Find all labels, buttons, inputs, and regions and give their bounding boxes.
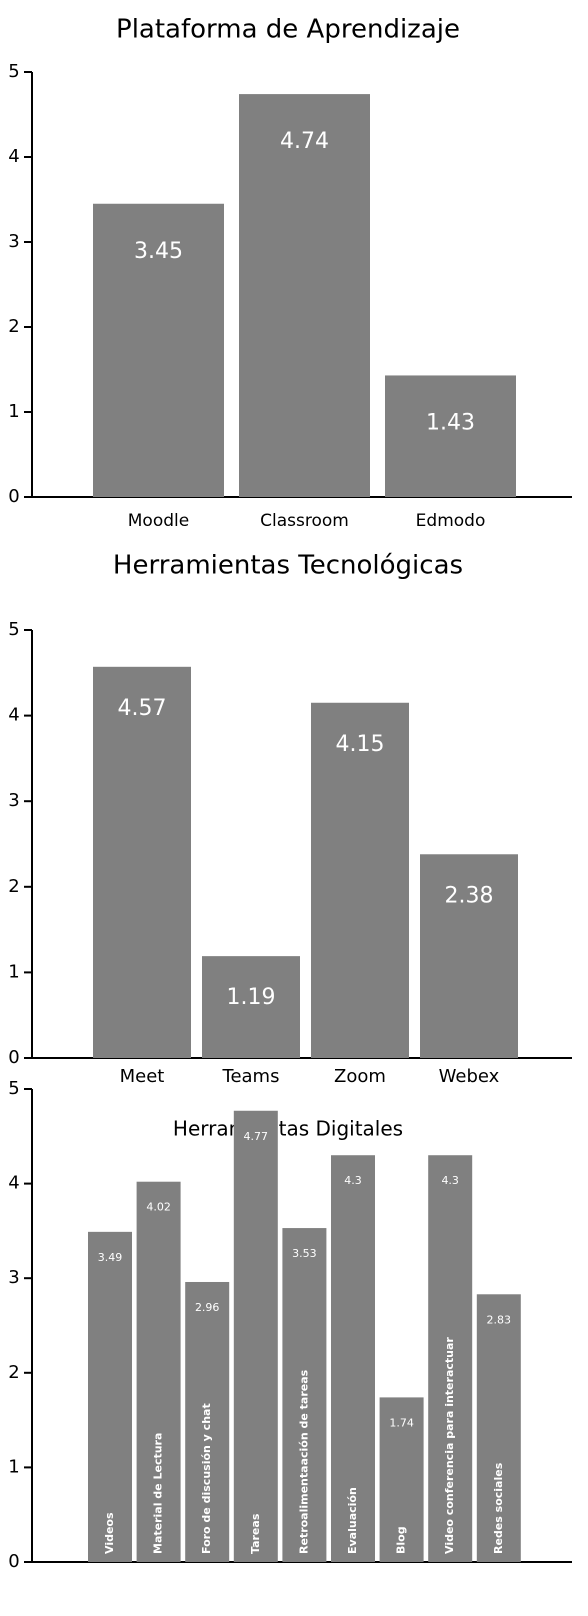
- value-label: 4.3: [441, 1174, 459, 1187]
- value-label: 4.77: [244, 1130, 269, 1143]
- x-tick-label: Zoom: [334, 1066, 386, 1087]
- bar: [476, 1294, 521, 1562]
- bar: [93, 666, 191, 1058]
- x-tick-label: Retroalimentaación de tareas: [297, 1369, 310, 1554]
- value-label: 3.49: [98, 1251, 123, 1264]
- value-label: 4.02: [146, 1201, 171, 1214]
- x-tick-label: Classroom: [260, 511, 349, 531]
- bar: [331, 1155, 375, 1562]
- bar: [202, 956, 300, 1058]
- value-label: 3.53: [292, 1247, 317, 1260]
- bar: [93, 203, 224, 497]
- y-tick-label: 2: [8, 316, 19, 337]
- y-tick-label: 1: [8, 401, 19, 422]
- x-tick-label: Tareas: [249, 1513, 262, 1554]
- x-tick-label: Moodle: [128, 511, 189, 531]
- value-label: 4.15: [336, 732, 385, 757]
- y-tick-label: 4: [8, 146, 19, 167]
- x-tick-label: Foro de discusión y chat: [200, 1403, 213, 1554]
- x-tick-label: Video conferencia para interactuar: [443, 1337, 456, 1554]
- value-label: 4.74: [280, 129, 329, 154]
- bar: [311, 702, 409, 1058]
- y-tick-label: 1: [8, 1456, 19, 1477]
- bar: [379, 1397, 424, 1562]
- y-tick-label: 3: [8, 1267, 19, 1288]
- value-label: 1.74: [389, 1416, 414, 1429]
- bar: [428, 1155, 473, 1562]
- bar: [88, 1231, 132, 1562]
- x-tick-label: Material de Lectura: [152, 1433, 165, 1554]
- bar: [233, 1110, 278, 1562]
- y-tick-label: 3: [8, 790, 19, 811]
- bar: [282, 1228, 327, 1562]
- y-tick-label: 0: [8, 1047, 19, 1068]
- x-tick-label: Webex: [439, 1066, 500, 1087]
- y-tick-label: 5: [8, 1078, 19, 1099]
- value-label: 3.45: [134, 239, 183, 264]
- value-label: 2.83: [487, 1313, 512, 1326]
- y-tick-label: 3: [8, 231, 19, 252]
- bar: [136, 1181, 181, 1562]
- y-tick-label: 5: [8, 619, 19, 640]
- x-tick-label: Videos: [103, 1512, 116, 1554]
- x-tick-label: Redes sociales: [492, 1462, 505, 1554]
- x-tick-label: Meet: [120, 1066, 165, 1087]
- x-tick-label: Evaluación: [346, 1487, 359, 1554]
- y-tick-label: 0: [8, 486, 19, 507]
- value-label: 2.96: [195, 1301, 220, 1314]
- x-tick-label: Teams: [222, 1066, 280, 1087]
- value-label: 1.19: [227, 985, 276, 1010]
- bar: [185, 1281, 230, 1562]
- bar: [239, 94, 370, 497]
- bar: [420, 854, 518, 1058]
- value-label: 2.38: [445, 883, 494, 908]
- x-tick-label: Edmodo: [416, 511, 486, 531]
- y-tick-label: 5: [8, 61, 19, 82]
- y-tick-label: 1: [8, 961, 19, 982]
- y-tick-label: 2: [8, 876, 19, 897]
- y-tick-label: 0: [8, 1551, 19, 1572]
- bar: [385, 375, 516, 497]
- value-label: 4.57: [118, 696, 167, 721]
- value-label: 1.43: [426, 410, 475, 435]
- y-tick-label: 4: [8, 705, 19, 726]
- value-label: 4.3: [344, 1174, 362, 1187]
- y-tick-label: 4: [8, 1173, 19, 1194]
- chart-title: Herramientas Tecnológicas: [113, 551, 463, 581]
- y-tick-label: 2: [8, 1362, 19, 1383]
- chart-title: Herramientas Digitales: [173, 1117, 403, 1141]
- x-tick-label: Blog: [395, 1526, 408, 1554]
- chart-title: Plataforma de Aprendizaje: [116, 15, 460, 45]
